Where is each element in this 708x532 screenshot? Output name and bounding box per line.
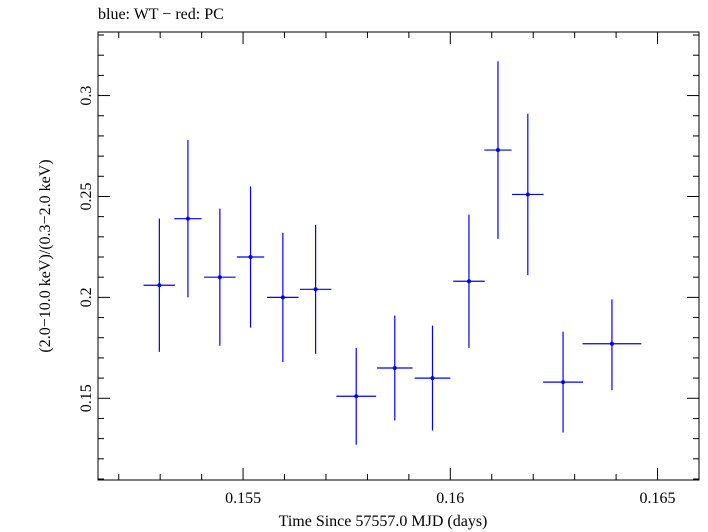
chart-title: blue: WT − red: PC: [98, 6, 224, 23]
point-marker: [466, 279, 471, 284]
point-marker: [217, 275, 222, 280]
data-point: [414, 325, 451, 431]
point-marker: [561, 380, 566, 385]
data-point: [512, 113, 544, 276]
point-marker: [392, 366, 397, 370]
data-point: [336, 347, 377, 445]
point-marker: [495, 148, 500, 153]
data-point: [484, 61, 512, 239]
data-point: [543, 331, 583, 433]
point-marker: [609, 341, 614, 346]
data-point: [582, 299, 642, 391]
y-tick-label: 0.2: [78, 287, 95, 307]
point-marker: [157, 283, 162, 288]
x-tick-label: 0.16: [436, 490, 464, 507]
y-tick-label: 0.15: [78, 384, 95, 412]
x-tick-label: 0.155: [225, 490, 261, 507]
point-marker: [248, 255, 253, 260]
point-marker: [525, 192, 530, 197]
data-point: [143, 218, 176, 352]
data-point: [174, 139, 202, 298]
y-tick-label: 0.3: [78, 86, 95, 106]
data-point: [204, 208, 236, 346]
data-point: [453, 214, 485, 348]
plot-frame: [97, 31, 700, 481]
data-point: [376, 315, 413, 421]
y-tick-label: 0.25: [78, 182, 95, 210]
y-axis-label: (2.0−10.0 keV)/(0.3−2.0 keV): [37, 159, 54, 352]
data-point: [236, 186, 265, 328]
data-point: [299, 224, 332, 354]
point-marker: [280, 295, 285, 300]
point-marker: [430, 376, 435, 381]
x-axis-label: Time Since 57557.0 MJD (days): [279, 513, 488, 530]
data-point: [267, 232, 299, 362]
data-points: [143, 61, 642, 445]
x-tick-label: 0.165: [640, 490, 676, 507]
axis-ticks: 0.155 0.16 0.165 0.15 0.2 0.25 0.3: [78, 32, 699, 507]
point-marker: [313, 287, 318, 292]
point-marker: [354, 394, 359, 399]
point-marker: [185, 216, 190, 221]
